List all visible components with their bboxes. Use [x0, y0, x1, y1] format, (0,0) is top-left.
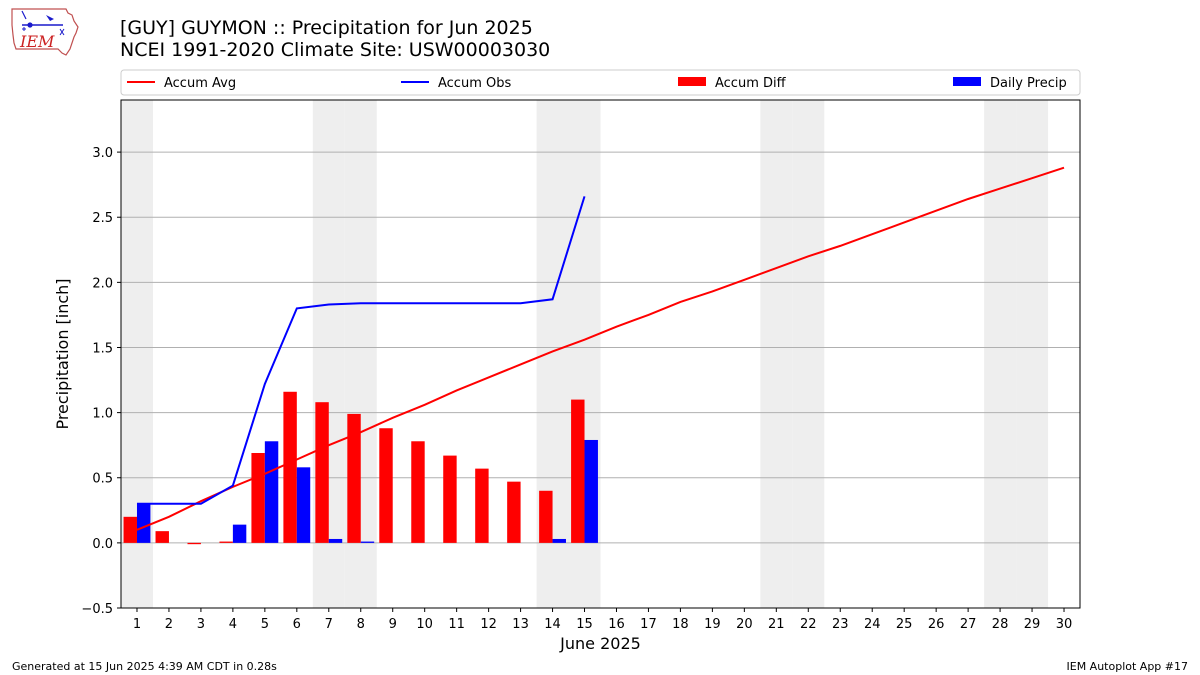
chart-title: [GUY] GUYMON :: Precipitation for Jun 20…: [120, 17, 533, 39]
y-axis: −0.5 0.0 0.5 1.0 1.5 2.0 2.5 3.0: [81, 146, 121, 617]
accum-diff-bar: [251, 452, 265, 543]
x-tick-label: 22: [800, 617, 817, 632]
accum-diff-bar: [315, 402, 329, 543]
y-tick-label: 2.0: [92, 276, 113, 291]
daily-precip-bar: [232, 524, 247, 543]
x-tick-label: 21: [768, 617, 785, 632]
x-tick-label: 7: [325, 617, 333, 632]
x-tick-label: 1: [133, 617, 141, 632]
daily-precip-bar: [584, 439, 598, 543]
x-tick-label: 16: [608, 617, 625, 632]
legend-label: Accum Diff: [715, 76, 787, 91]
x-tick-label: 20: [736, 617, 753, 632]
weekend-band: [792, 100, 825, 608]
legend-label: Accum Avg: [164, 76, 236, 91]
x-tick-label: 17: [640, 617, 657, 632]
legend-label: Daily Precip: [990, 76, 1067, 91]
accum-diff-bar: [155, 531, 169, 543]
accum-diff-bar: [411, 441, 425, 543]
accum-diff-bar: [219, 541, 233, 543]
x-tick-label: 25: [896, 617, 913, 632]
accum-diff-bar: [507, 481, 521, 543]
chart-subtitle: NCEI 1991-2020 Climate Site: USW00003030: [120, 39, 551, 61]
x-tick-label: 2: [165, 617, 173, 632]
accum-diff-bar: [443, 455, 457, 543]
x-axis-label: June 2025: [559, 634, 641, 653]
y-tick-label: 2.5: [92, 211, 113, 226]
footer-generated: Generated at 15 Jun 2025 4:39 AM CDT in …: [12, 660, 277, 673]
accum-diff-bar: [187, 542, 201, 545]
legend-label: Accum Obs: [438, 76, 511, 91]
line-series: [136, 166, 1065, 531]
x-tick-label: 4: [229, 617, 237, 632]
y-tick-label: 3.0: [92, 146, 113, 161]
x-tick-label: 24: [864, 617, 881, 632]
x-tick-label: 29: [1024, 617, 1041, 632]
y-tick-label: −0.5: [81, 602, 113, 617]
legend-swatch: [678, 77, 706, 86]
x-axis: 1 2 3 4 5 6 7 8 9 10 11 12 13 14 15 16 17 18 19 20 21 22 23 24 2…: [133, 608, 1072, 632]
daily-precip-bar: [552, 538, 566, 543]
x-tick-label: 28: [992, 617, 1009, 632]
legend-box: [120, 69, 1081, 96]
weekend-band: [1016, 100, 1049, 608]
y-tick-label: 0.5: [92, 472, 113, 487]
y-tick-label: 1.5: [92, 341, 113, 356]
precipitation-chart: Accum Avg Accum Obs Accum Diff Daily Precip…: [53, 69, 1081, 653]
x-tick-label: 12: [480, 617, 497, 632]
x-tick-label: 6: [293, 617, 301, 632]
y-tick-label: 0.0: [92, 537, 113, 552]
accum-diff-bar: [539, 490, 553, 543]
x-tick-label: 5: [261, 617, 269, 632]
x-tick-label: 11: [448, 617, 465, 632]
x-tick-label: 27: [960, 617, 977, 632]
y-axis-label: Precipitation [inch]: [53, 278, 72, 429]
x-tick-label: 9: [389, 617, 397, 632]
x-tick-label: 23: [832, 617, 849, 632]
accum-avg-line: [136, 166, 1065, 531]
x-tick-label: 19: [704, 617, 721, 632]
weekend-shading: [121, 100, 1049, 608]
x-tick-label: 30: [1056, 617, 1073, 632]
logo-text: IEM: [19, 32, 55, 51]
y-tick-label: 1.0: [92, 407, 113, 422]
accum-obs-line: [136, 196, 586, 505]
weekend-band: [984, 100, 1017, 608]
daily-precip-bar: [136, 503, 151, 543]
accum-diff-bar: [347, 413, 361, 543]
plot-frame: [120, 99, 1081, 609]
daily-precip-bar: [328, 538, 343, 543]
legend-swatch: [953, 77, 981, 86]
x-tick-label: 13: [512, 617, 529, 632]
x-tick-label: 8: [357, 617, 365, 632]
x-tick-label: 18: [672, 617, 689, 632]
accum-diff-bar: [571, 399, 585, 543]
weekend-band: [760, 100, 793, 608]
daily-precip-bar: [296, 467, 311, 543]
x-tick-label: 26: [928, 617, 945, 632]
daily-precip-bar: [360, 541, 375, 543]
daily-precip-bar: [264, 441, 279, 543]
accum-diff-bar: [123, 516, 137, 543]
x-tick-label: 3: [197, 617, 205, 632]
accum-diff-bar: [379, 428, 393, 543]
footer-app: IEM Autoplot App #17: [1066, 660, 1189, 673]
x-tick-label: 10: [416, 617, 433, 632]
accum-diff-bar: [283, 391, 297, 543]
bar-marks: [123, 391, 598, 545]
x-tick-label: 14: [544, 617, 561, 632]
chart-legend: Accum Avg Accum Obs Accum Diff Daily Precip: [120, 69, 1081, 96]
x-tick-label: 15: [576, 617, 593, 632]
iem-logo: IEM: [8, 5, 83, 64]
accum-diff-bar: [475, 468, 489, 543]
